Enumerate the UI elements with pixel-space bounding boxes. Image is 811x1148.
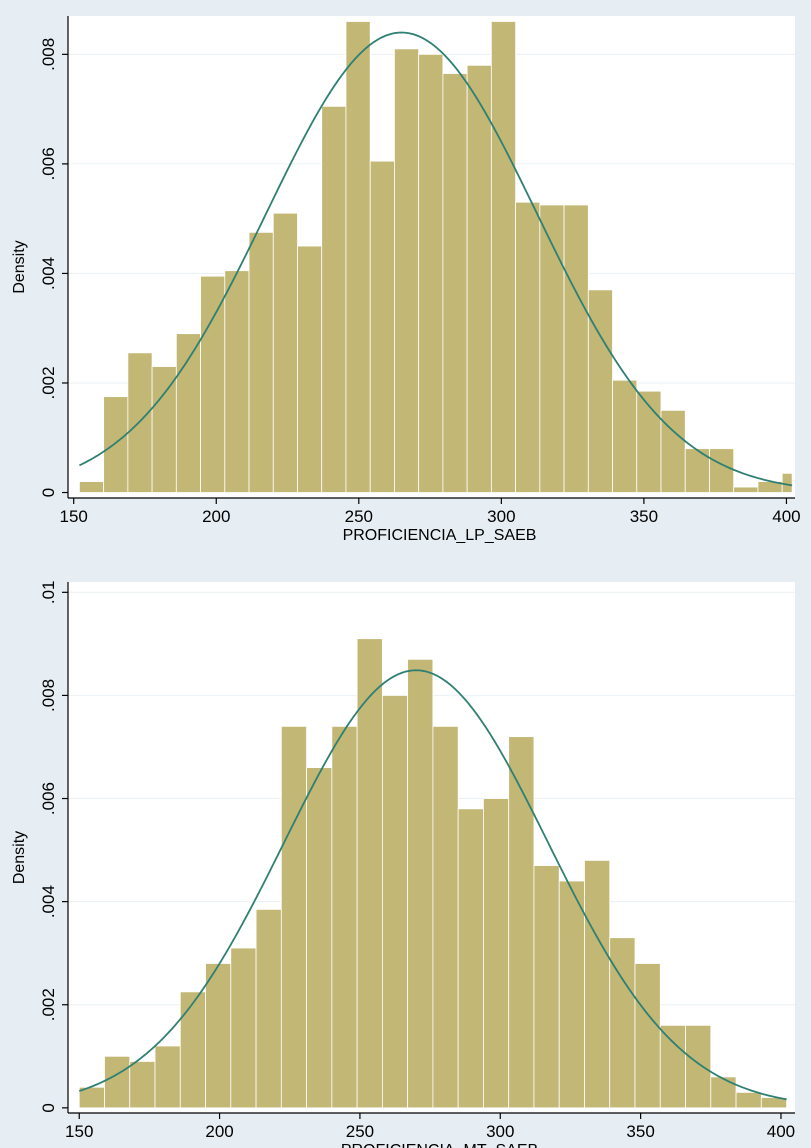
x-tick-label-0: 150 bbox=[65, 1122, 93, 1141]
histogram-bar-6 bbox=[230, 947, 257, 1109]
histogram-bar-12 bbox=[369, 160, 395, 493]
y-tick-label-4: .008 bbox=[39, 679, 58, 712]
histogram-bar-14 bbox=[432, 725, 459, 1109]
x-tick-label-3: 300 bbox=[486, 1122, 514, 1141]
x-axis-title: PROFICIENCIA_LP_SAEB bbox=[343, 527, 537, 544]
histogram-bar-26 bbox=[709, 448, 735, 493]
histogram-bar-11 bbox=[356, 638, 383, 1109]
histogram-bar-9 bbox=[297, 245, 323, 493]
y-axis-title: Density bbox=[11, 831, 28, 884]
x-tick-label-0: 150 bbox=[60, 507, 88, 526]
histogram-bar-8 bbox=[280, 725, 307, 1109]
histogram-bar-6 bbox=[224, 270, 250, 493]
histogram-bar-2 bbox=[127, 352, 153, 493]
histogram-bar-1 bbox=[103, 396, 129, 493]
histogram-bar-23 bbox=[636, 390, 662, 493]
histogram-bar-5 bbox=[205, 963, 232, 1109]
histogram-bar-26 bbox=[735, 1091, 762, 1109]
histogram-bar-7 bbox=[248, 231, 274, 493]
histogram-bar-0 bbox=[79, 481, 105, 493]
y-tick-label-1: .002 bbox=[39, 366, 58, 399]
histogram-bar-15 bbox=[442, 73, 468, 493]
histogram-bar-22 bbox=[634, 963, 661, 1109]
x-tick-label-5: 400 bbox=[767, 1122, 795, 1141]
histogram-bar-13 bbox=[407, 658, 434, 1109]
histogram-bar-17 bbox=[508, 736, 535, 1109]
histogram-bar-7 bbox=[255, 908, 282, 1109]
x-tick-label-2: 250 bbox=[345, 507, 373, 526]
mt-saeb-histogram-panel: 150 200 250 300 350 400 0 .002 .004 .006 .008 .01 PR… bbox=[8, 575, 802, 1148]
histogram-bar-20 bbox=[584, 859, 611, 1109]
histogram-bar-3 bbox=[154, 1045, 181, 1109]
histogram-bar-19 bbox=[539, 204, 565, 493]
histogram-bar-19 bbox=[558, 880, 585, 1109]
y-tick-label-2: .004 bbox=[39, 885, 58, 918]
histogram-bar-2 bbox=[129, 1061, 156, 1109]
histogram-bar-25 bbox=[710, 1076, 737, 1109]
histogram-bar-23 bbox=[659, 1024, 686, 1109]
histogram-bar-11 bbox=[345, 21, 371, 493]
histogram-bar-9 bbox=[306, 767, 333, 1109]
y-tick-label-4: .008 bbox=[39, 38, 58, 71]
histogram-bar-12 bbox=[381, 695, 409, 1109]
histogram-bar-10 bbox=[331, 725, 358, 1109]
histogram-bar-20 bbox=[563, 204, 589, 493]
histogram-bar-8 bbox=[272, 212, 298, 493]
y-tick-label-5: .01 bbox=[39, 580, 58, 604]
x-tick-label-2: 250 bbox=[346, 1122, 374, 1141]
histogram-bar-13 bbox=[394, 48, 420, 493]
normal-density-curve bbox=[78, 669, 787, 1101]
x-tick-label-4: 350 bbox=[626, 1122, 654, 1141]
histogram-bar-18 bbox=[515, 201, 541, 493]
histogram-bar-5 bbox=[200, 275, 226, 493]
lp-saeb-histogram-panel: 150 200 250 300 350 400 0 .002 .004 .006 .008 PROFI… bbox=[8, 8, 802, 556]
x-tick-label-1: 200 bbox=[205, 1122, 233, 1141]
histogram-bar-18 bbox=[533, 865, 560, 1109]
y-tick-label-1: .002 bbox=[39, 988, 58, 1021]
histogram-bar-14 bbox=[418, 53, 444, 493]
x-tick-label-3: 300 bbox=[487, 507, 515, 526]
histogram-bar-3 bbox=[151, 366, 177, 493]
histogram-bar-1 bbox=[104, 1055, 131, 1109]
x-tick-label-5: 400 bbox=[772, 507, 800, 526]
y-axis-title: Density bbox=[11, 240, 28, 293]
x-tick-label-1: 200 bbox=[202, 507, 230, 526]
histogram-bar-15 bbox=[457, 808, 484, 1109]
y-tick-label-3: .006 bbox=[39, 147, 58, 180]
histogram-bar-29 bbox=[781, 472, 793, 493]
histogram-bar-21 bbox=[609, 937, 636, 1109]
histogram-bar-17 bbox=[490, 21, 517, 493]
histogram-bar-10 bbox=[321, 105, 347, 493]
y-tick-label-3: .006 bbox=[39, 782, 58, 815]
normal-density-curve bbox=[79, 31, 793, 487]
histogram-bar-22 bbox=[612, 379, 638, 493]
x-tick-label-4: 350 bbox=[630, 507, 658, 526]
y-tick-label-0: 0 bbox=[39, 488, 58, 497]
histogram-bar-16 bbox=[466, 64, 492, 493]
x-axis-title: PROFICIENCIA_MT_SAEB bbox=[341, 1142, 538, 1148]
histogram-bar-27 bbox=[733, 486, 759, 493]
histogram-bar-24 bbox=[685, 1024, 712, 1109]
y-tick-label-2: .004 bbox=[39, 257, 58, 290]
histogram-bar-16 bbox=[483, 798, 510, 1109]
y-tick-label-0: 0 bbox=[39, 1103, 58, 1112]
histogram-bar-4 bbox=[179, 991, 206, 1109]
